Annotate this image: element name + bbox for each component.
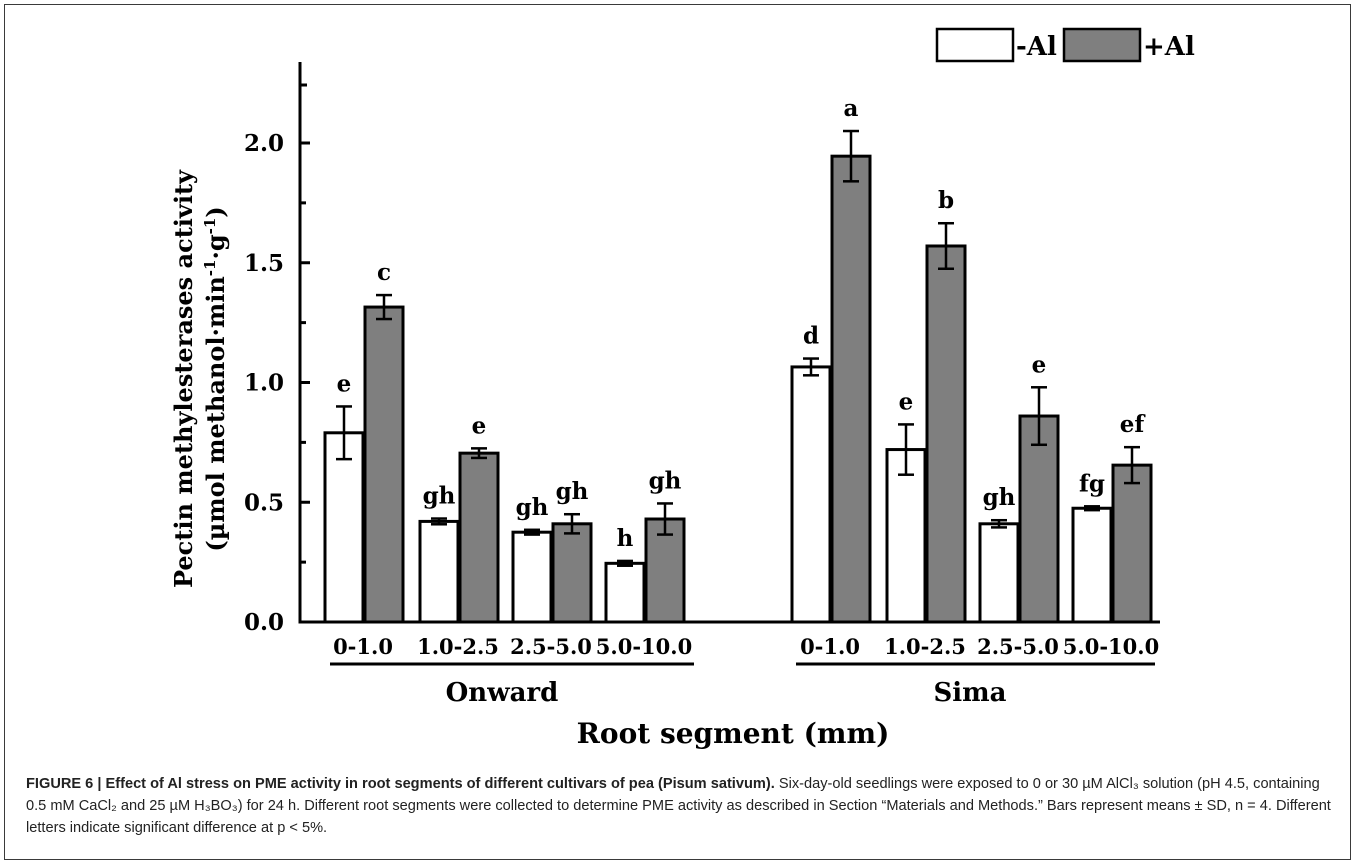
- significance-letter: e: [337, 370, 352, 397]
- bar-minus-al: [790, 365, 832, 624]
- chart-labels: 0.0 0.5 1.0 1.5 2.0 0-1.0 e c 1.0-2.5 gh e 2.5-5.0 g…: [244, 95, 1159, 659]
- bar-plus-al: [1018, 414, 1060, 624]
- pme-activity-bar-chart: 0.0 0.5 1.0 1.5 2.0 0-1.0 e c 1.0-2.5 gh e 2.5-5.0 g…: [169, 27, 1195, 750]
- significance-letter: e: [899, 388, 914, 415]
- caption-lead: FIGURE 6 | Effect of Al stress on PME ac…: [26, 776, 775, 792]
- significance-letter: e: [1032, 351, 1047, 378]
- chart-bars: [323, 129, 1153, 624]
- x-tick-label: 1.0-2.5: [417, 634, 499, 659]
- legend-label-minus-al: -Al: [1016, 32, 1057, 62]
- figure-caption: FIGURE 6 | Effect of Al stress on PME ac…: [26, 773, 1336, 839]
- bar-plus-al: [830, 154, 872, 624]
- group-label-onward: Onward: [446, 678, 559, 708]
- x-tick-label: 0-1.0: [333, 634, 393, 659]
- y-axis-title-line2: (µmol methanol·min-1·g-1): [201, 206, 230, 551]
- significance-letter: h: [617, 525, 634, 552]
- bar-minus-al: [604, 561, 646, 624]
- significance-letter: ef: [1120, 411, 1147, 438]
- significance-letter: c: [377, 259, 391, 286]
- significance-letter: d: [803, 323, 819, 350]
- bar-plus-al: [458, 451, 500, 624]
- x-axis-title: Root segment (mm): [577, 717, 890, 750]
- y-tick-label: 1.5: [244, 250, 284, 277]
- bar-minus-al: [978, 522, 1020, 624]
- y-tick-label: 2.0: [244, 130, 284, 157]
- bar-minus-al: [511, 530, 553, 624]
- y-tick-label: 1.0: [244, 370, 284, 397]
- y-axis-title: Pectin methylesterases activity (µmol me…: [169, 169, 230, 588]
- x-tick-label: 5.0-10.0: [1063, 634, 1159, 659]
- x-tick-label: 1.0-2.5: [884, 634, 966, 659]
- y-tick-label: 0.0: [244, 609, 284, 636]
- bar-minus-al: [418, 519, 460, 624]
- significance-letter: gh: [649, 467, 682, 494]
- legend-swatch-plus-al: [1062, 27, 1142, 63]
- bar-plus-al: [644, 517, 686, 624]
- significance-letter: gh: [423, 483, 456, 510]
- significance-letter: e: [472, 412, 487, 439]
- bar-plus-al: [925, 244, 967, 624]
- legend: -Al +Al: [935, 27, 1195, 63]
- x-tick-label: 5.0-10.0: [596, 634, 692, 659]
- legend-label-plus-al: +Al: [1143, 32, 1195, 62]
- significance-letter: fg: [1079, 470, 1105, 497]
- y-tick-label: 0.5: [244, 489, 284, 516]
- x-tick-label: 2.5-5.0: [510, 634, 592, 659]
- x-tick-label: 0-1.0: [800, 634, 860, 659]
- significance-letter: gh: [516, 494, 549, 521]
- caption-body: Six-day-old seedlings were exposed to 0 …: [26, 776, 1331, 836]
- significance-letter: gh: [983, 484, 1016, 511]
- significance-letter: b: [938, 187, 954, 214]
- y-axis-title-line1: Pectin methylesterases activity: [169, 169, 198, 588]
- significance-letter: gh: [556, 478, 589, 505]
- bar-plus-al: [551, 522, 593, 624]
- legend-swatch-minus-al: [935, 27, 1015, 63]
- significance-letter: a: [844, 95, 859, 122]
- bar-minus-al: [323, 431, 365, 624]
- bar-plus-al: [363, 305, 405, 624]
- bar-minus-al: [1071, 506, 1113, 624]
- group-label-sima: Sima: [933, 678, 1006, 708]
- x-tick-label: 2.5-5.0: [977, 634, 1059, 659]
- bar-plus-al: [1111, 463, 1153, 624]
- figure-frame: [4, 4, 1351, 860]
